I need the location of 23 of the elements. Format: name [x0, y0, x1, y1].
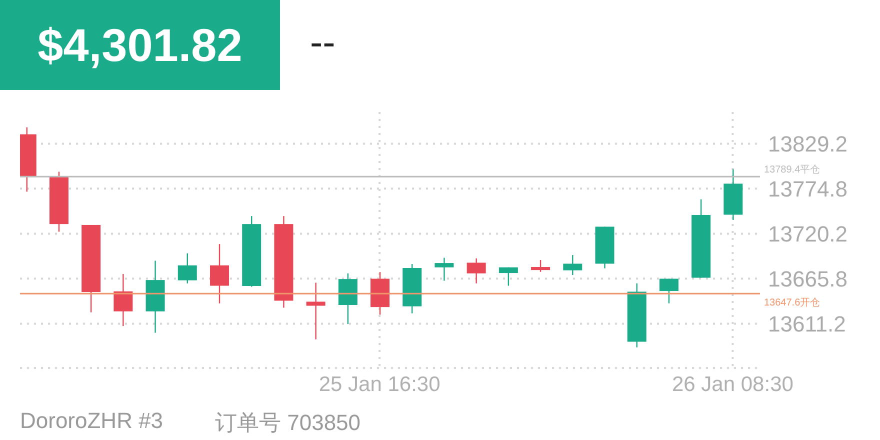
- candlestick: [498, 266, 518, 286]
- text: DororoZHR #3: [20, 408, 164, 434]
- ref-line-label: 13789.4平仓: [764, 164, 820, 176]
- candlestick: [434, 257, 454, 282]
- y-tick-label: 13665.8: [768, 266, 848, 292]
- candlestick: [210, 243, 229, 304]
- y-tick-label: 13611.2: [768, 312, 846, 337]
- y-tick-label: 13829.2: [768, 132, 848, 157]
- candlestick: [531, 259, 550, 272]
- candlestick: [659, 278, 678, 304]
- text: 订单号 703850: [215, 409, 361, 437]
- y-tick-label: 13774.8: [768, 176, 848, 202]
- chart-subtitle: --: [310, 22, 336, 65]
- candlestick: [178, 252, 197, 284]
- x-tick-label: 26 Jan 08:30: [672, 372, 794, 396]
- ref-line-label: 13647.6开仓: [764, 296, 820, 309]
- candlestick: [306, 282, 326, 340]
- x-tick-label: 25 Jan 16:30: [318, 372, 440, 396]
- chart-title: $4,301.82: [0, 0, 280, 90]
- candlestick: [563, 254, 582, 276]
- y-tick-label: 13720.2: [768, 222, 848, 247]
- candlestick: [466, 258, 486, 284]
- candlestick: [114, 273, 133, 327]
